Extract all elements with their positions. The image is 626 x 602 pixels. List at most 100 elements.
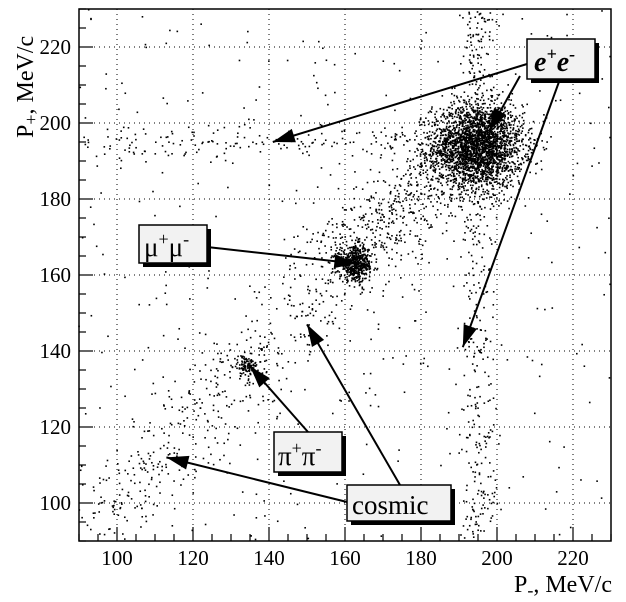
scatter-point — [449, 149, 452, 151]
scatter-point — [521, 116, 524, 119]
scatter-point — [449, 125, 452, 128]
scatter-point — [328, 314, 331, 317]
scatter-point — [436, 134, 439, 137]
scatter-point — [490, 110, 493, 112]
scatter-point — [472, 64, 474, 67]
scatter-point — [480, 462, 483, 465]
scatter-point — [458, 172, 461, 175]
scatter-point — [306, 228, 308, 231]
scatter-point — [367, 248, 370, 251]
scatter-point — [442, 108, 445, 111]
scatter-point — [468, 158, 470, 160]
scatter-point — [356, 236, 358, 239]
scatter-point — [161, 171, 164, 174]
scatter-point — [472, 173, 475, 175]
scatter-point — [118, 494, 121, 496]
scatter-point — [431, 106, 433, 108]
scatter-point — [466, 172, 468, 175]
scatter-point — [515, 134, 518, 136]
scatter-point — [491, 110, 494, 113]
scatter-point — [472, 128, 475, 131]
scatter-point — [168, 395, 171, 398]
scatter-point — [442, 148, 444, 150]
scatter-point — [501, 190, 503, 192]
scatter-point — [477, 126, 480, 128]
scatter-point — [500, 163, 502, 165]
scatter-point — [457, 147, 460, 149]
scatter-point — [470, 518, 472, 521]
scatter-point — [433, 145, 436, 147]
scatter-point — [250, 359, 253, 361]
scatter-point — [349, 258, 352, 260]
scatter-point — [468, 139, 471, 142]
scatter-point — [487, 156, 489, 158]
scatter-point — [521, 130, 524, 132]
scatter-point — [120, 167, 122, 170]
scatter-point — [447, 145, 450, 148]
scatter-point — [245, 395, 248, 398]
scatter-point — [455, 134, 457, 137]
scatter-point — [462, 186, 464, 188]
scatter-point — [477, 98, 480, 100]
scatter-point — [478, 149, 481, 152]
scatter-point — [466, 116, 469, 119]
scatter-point — [518, 114, 521, 117]
scatter-point — [457, 186, 460, 189]
scatter-point — [349, 340, 352, 342]
scatter-point — [358, 277, 361, 279]
scatter-point — [401, 131, 403, 134]
scatter-point — [414, 132, 416, 135]
scatter-point — [360, 254, 362, 257]
scatter-point — [496, 137, 499, 140]
scatter-point — [459, 155, 462, 158]
scatter-point — [500, 153, 503, 156]
scatter-point — [147, 430, 149, 432]
scatter-point — [521, 104, 523, 106]
scatter-point — [353, 263, 356, 266]
scatter-point — [522, 123, 525, 125]
scatter-point — [409, 230, 412, 232]
scatter-point — [341, 236, 344, 239]
scatter-point — [478, 146, 481, 149]
scatter-point — [461, 177, 464, 180]
scatter-point — [473, 129, 476, 131]
scatter-point — [484, 456, 487, 459]
scatter-point — [475, 515, 477, 518]
scatter-point — [472, 267, 474, 270]
scatter-point — [479, 214, 481, 217]
scatter-point — [486, 150, 489, 153]
scatter-point — [440, 154, 443, 157]
scatter-point — [476, 213, 479, 215]
scatter-point — [453, 100, 455, 103]
scatter-point — [179, 144, 182, 146]
scatter-point — [378, 212, 381, 215]
scatter-point — [491, 95, 494, 97]
scatter-point — [413, 166, 415, 168]
scatter-point — [478, 112, 480, 115]
scatter-point — [442, 174, 445, 177]
scatter-point — [360, 271, 363, 273]
scatter-point — [474, 191, 477, 193]
scatter-point — [487, 162, 490, 165]
scatter-point — [469, 136, 471, 139]
scatter-point — [462, 158, 465, 161]
scatter-point — [467, 156, 470, 159]
scatter-point — [481, 148, 484, 150]
scatter-point — [474, 235, 476, 238]
scatter-point — [427, 195, 430, 198]
scatter-point — [453, 87, 456, 89]
scatter-point — [478, 426, 481, 428]
scatter-point — [124, 395, 126, 398]
scatter-point — [354, 266, 356, 269]
scatter-point — [467, 194, 469, 196]
scatter-point — [515, 135, 518, 138]
scatter-point — [113, 504, 115, 507]
scatter-point — [529, 147, 531, 149]
scatter-point — [358, 241, 360, 244]
scatter-point — [445, 156, 448, 159]
scatter-point — [416, 221, 418, 224]
scatter-point — [305, 314, 307, 317]
scatter-point — [173, 452, 176, 454]
scatter-point — [246, 382, 249, 384]
scatter-point — [352, 267, 355, 270]
